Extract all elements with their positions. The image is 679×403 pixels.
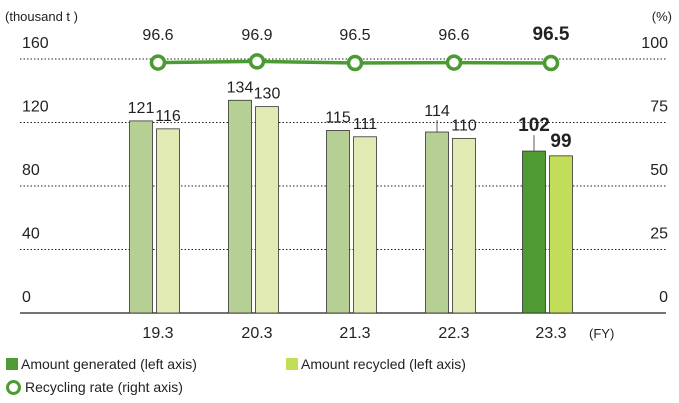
right-axis-unit: (%) xyxy=(652,9,672,24)
left-tick-label: 40 xyxy=(22,226,40,243)
left-tick-label: 120 xyxy=(22,99,49,116)
bar-generated xyxy=(326,130,350,314)
legend-label-recycled: Amount recycled (left axis) xyxy=(301,356,466,372)
label-generated: 134 xyxy=(227,79,254,96)
category-label: 23.3 xyxy=(535,325,566,342)
legend-marker-rate xyxy=(6,379,21,395)
x-axis-unit: (FY) xyxy=(589,326,614,341)
bar-recycled xyxy=(255,106,279,314)
left-tick-label: 80 xyxy=(22,162,40,179)
label-rate: 96.6 xyxy=(142,27,173,44)
right-tick-label: 100 xyxy=(641,35,668,52)
category-labels: 19.3 20.3 21.3 22.3 23.3 xyxy=(142,325,566,342)
label-generated: 115 xyxy=(325,109,351,126)
label-recycled: 99 xyxy=(550,131,571,152)
category-label: 21.3 xyxy=(339,325,370,342)
rate-point xyxy=(248,53,266,70)
label-generated: 114 xyxy=(424,103,450,120)
rate-point xyxy=(346,54,364,72)
left-tick-label: 0 xyxy=(22,289,31,306)
label-recycled: 130 xyxy=(254,86,281,103)
bar-recycled xyxy=(452,137,476,314)
label-recycled: 111 xyxy=(353,116,377,133)
label-recycled: 110 xyxy=(451,117,477,134)
bar-generated xyxy=(425,131,449,314)
category-label: 20.3 xyxy=(241,325,272,342)
rate-point xyxy=(542,54,560,72)
left-axis-unit: (thousand t ) xyxy=(5,9,78,24)
right-tick-label: 75 xyxy=(650,99,668,116)
legend-item-generated: Amount generated (left axis) xyxy=(6,356,197,372)
bar-generated xyxy=(129,120,153,314)
recycling-rate-line xyxy=(149,53,560,72)
label-generated: 121 xyxy=(128,100,155,117)
bar-recycled xyxy=(156,128,180,314)
bar-generated xyxy=(228,99,252,314)
bar-recycled xyxy=(353,136,377,314)
legend-item-rate: Recycling rate (right axis) xyxy=(6,379,183,395)
data-label-leaders xyxy=(436,120,535,152)
rate-point xyxy=(445,54,463,71)
category-label: 19.3 xyxy=(142,325,173,342)
rate-point xyxy=(149,54,167,71)
category-label: 22.3 xyxy=(438,325,469,342)
legend-swatch-recycled xyxy=(286,358,298,370)
label-rate: 96.6 xyxy=(438,27,469,44)
label-rate: 96.5 xyxy=(339,27,370,44)
label-rate: 96.5 xyxy=(533,24,570,45)
bar-generated xyxy=(522,150,546,314)
legend-label-generated: Amount generated (left axis) xyxy=(21,356,197,372)
legend-item-recycled: Amount recycled (left axis) xyxy=(286,356,466,372)
right-tick-label: 0 xyxy=(659,289,668,306)
label-recycled: 116 xyxy=(155,108,181,125)
right-tick-label: 25 xyxy=(650,226,668,243)
legend: Amount generated (left axis) Amount recy… xyxy=(0,352,679,402)
legend-swatch-generated xyxy=(6,358,18,370)
right-tick-label: 50 xyxy=(650,162,668,179)
left-tick-label: 160 xyxy=(22,35,49,52)
label-rate: 96.9 xyxy=(241,27,272,44)
bars xyxy=(129,99,573,314)
label-generated: 102 xyxy=(518,115,550,136)
bar-recycled xyxy=(549,155,573,314)
axis-tick-labels: 160 100 120 75 80 50 40 25 0 0 xyxy=(22,35,668,306)
legend-label-rate: Recycling rate (right axis) xyxy=(25,379,183,395)
